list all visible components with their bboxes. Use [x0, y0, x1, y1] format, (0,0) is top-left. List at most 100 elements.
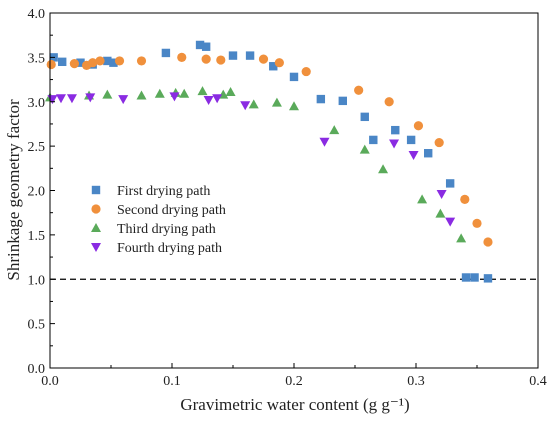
- series-1-point-16: [369, 135, 378, 145]
- series-4-point-8: [240, 101, 251, 111]
- series-2-point-16: [434, 137, 444, 148]
- y-tick-label-5: 2.5: [28, 140, 46, 155]
- series-3: [45, 86, 467, 243]
- legend-marker-1: [91, 185, 101, 195]
- series-3-point-6: [179, 88, 190, 98]
- y-tick-label-0: 0.0: [28, 362, 46, 377]
- series-1-point-10: [245, 51, 255, 60]
- series-1-point-1: [58, 57, 67, 67]
- series-4-point-4: [118, 95, 129, 105]
- legend-item-1: First drying path: [91, 184, 210, 199]
- series-1-point-7: [195, 40, 205, 50]
- series-2-point-19: [483, 237, 493, 247]
- series-1-point-12: [289, 72, 299, 82]
- series-4-point-7: [212, 94, 223, 104]
- series-3-point-17: [435, 208, 446, 218]
- series-3-point-12: [289, 101, 299, 111]
- series-3-point-10: [248, 99, 259, 109]
- series-2-point-9: [216, 55, 226, 65]
- series-2-point-4: [95, 56, 105, 66]
- series-3-point-11: [271, 97, 282, 107]
- series-4-point-9: [319, 137, 330, 147]
- series-2-point-11: [274, 58, 284, 68]
- axes: 0.0 0.5 1.0 1.5 2.0 2.5 3.0 3.5 4.0 0.0 0.1 0.2 0.3 0…: [28, 7, 547, 389]
- series-3-point-18: [456, 233, 467, 243]
- series-2-point-3: [88, 58, 98, 68]
- series-1-point-13: [316, 94, 326, 104]
- series-3-point-14: [359, 144, 370, 154]
- series-4-point-12: [436, 190, 447, 200]
- series-3-point-4: [154, 88, 165, 98]
- x-tick-label-3: 0.3: [407, 374, 425, 389]
- series-1-point-22: [470, 273, 479, 282]
- x-axis-label: Gravimetric water content (g g⁻¹): [180, 395, 409, 414]
- series-4-point-11: [408, 151, 419, 160]
- y-tick-label-7: 3.5: [28, 51, 46, 66]
- series-2-point-0: [46, 59, 56, 70]
- plot-area: [45, 40, 538, 283]
- y-tick-label-3: 1.5: [28, 229, 46, 244]
- series-2-point-12: [301, 66, 311, 77]
- series-4-point-13: [445, 217, 456, 227]
- series-4-point-5: [169, 92, 180, 102]
- legend-label-1: First drying path: [117, 184, 210, 199]
- series-1-point-6: [161, 48, 171, 58]
- series-4-point-3: [85, 93, 96, 103]
- y-axis-label: Shrinkage geometry factor: [4, 99, 23, 281]
- legend-item-4: Fourth drying path: [91, 241, 222, 256]
- series-4-point-1: [55, 94, 66, 104]
- series-1-point-19: [424, 149, 433, 158]
- series-1-point-11: [269, 62, 278, 71]
- series-1-point-20: [445, 179, 455, 188]
- series-3-point-15: [378, 164, 389, 174]
- x-tick-label-1: 0.1: [163, 374, 181, 389]
- series-2-point-18: [472, 218, 482, 228]
- series-1-point-2: [76, 58, 85, 67]
- series-1-point-14: [338, 96, 347, 106]
- series-1-point-8: [201, 42, 211, 51]
- series-2-point-10: [258, 54, 269, 64]
- legend-marker-3: [91, 223, 101, 232]
- series-2-point-8: [201, 54, 211, 64]
- series-3-point-3: [136, 90, 147, 100]
- x-tick-label-0: 0.0: [41, 374, 59, 389]
- series-1-point-23: [483, 274, 493, 283]
- series-2-point-13: [354, 85, 364, 95]
- series-1: [49, 40, 493, 283]
- y-tick-label-6: 3.0: [28, 96, 46, 111]
- series-2-point-14: [384, 97, 394, 107]
- series-4: [47, 92, 456, 227]
- series-2-point-5: [114, 56, 125, 66]
- series-3-point-13: [329, 125, 340, 135]
- legend-item-3: Third drying path: [91, 222, 216, 237]
- legend-marker-2: [91, 204, 101, 214]
- series-2-point-7: [177, 52, 187, 62]
- y-tick-label-1: 0.5: [28, 318, 46, 333]
- legend-label-4: Fourth drying path: [117, 241, 222, 256]
- series-1-point-4: [103, 56, 112, 66]
- series-1-point-21: [461, 273, 471, 282]
- series-1-point-5: [109, 58, 118, 67]
- series-2-point-17: [460, 194, 470, 204]
- series-3-point-9: [225, 86, 236, 96]
- series-2-point-1: [69, 58, 79, 69]
- series-1-point-15: [360, 112, 369, 122]
- series-1-point-17: [391, 125, 400, 135]
- series-3-point-16: [417, 194, 428, 204]
- series-4-point-6: [203, 95, 214, 105]
- series-1-point-18: [406, 135, 416, 145]
- series-4-point-2: [66, 94, 77, 104]
- legend: First drying path Second drying path Third…: [91, 184, 226, 256]
- legend-label-3: Third drying path: [117, 222, 216, 237]
- series-2: [46, 52, 493, 247]
- y-tick-label-4: 2.0: [28, 185, 46, 200]
- series-3-point-7: [197, 86, 208, 96]
- y-tick-label-8: 4.0: [28, 7, 46, 22]
- series-1-point-9: [228, 51, 238, 60]
- legend-marker-4: [91, 243, 101, 252]
- x-tick-label-2: 0.2: [285, 374, 303, 389]
- legend-label-2: Second drying path: [117, 203, 226, 218]
- legend-item-2: Second drying path: [91, 203, 226, 218]
- series-2-point-15: [413, 121, 424, 131]
